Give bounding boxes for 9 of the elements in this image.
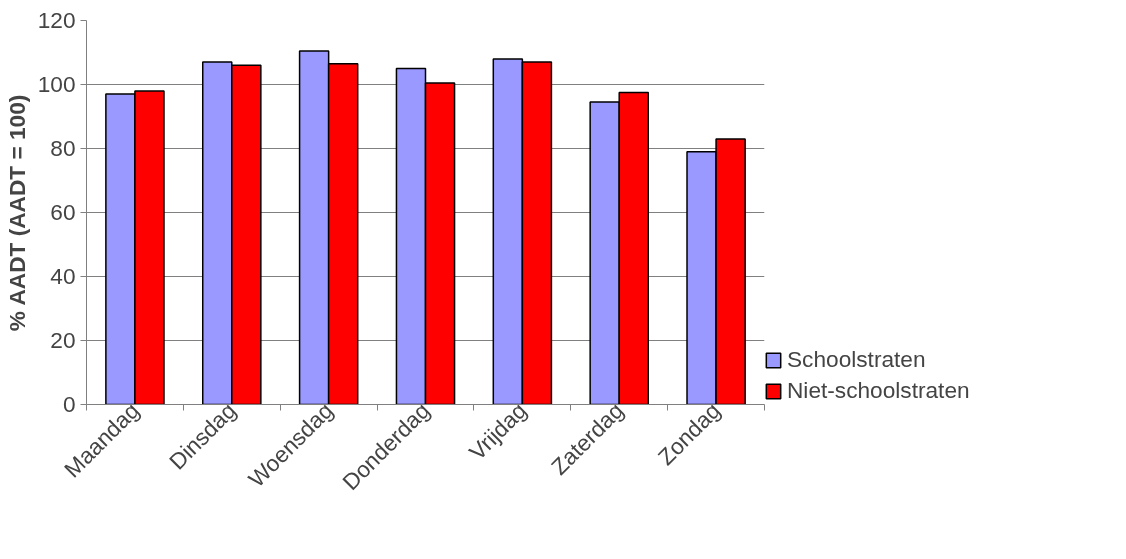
legend-label: Niet-schoolstraten: [787, 377, 970, 404]
y-axis-title: % AADT (AADT = 100): [3, 94, 30, 332]
y-tick-label: 120: [37, 7, 76, 33]
y-tick-label: 100: [37, 71, 76, 97]
legend-label: Schoolstraten: [787, 346, 926, 373]
y-tick-label: 80: [50, 135, 76, 161]
y-tick-label: 20: [50, 327, 76, 353]
y-tick-label: 60: [50, 199, 76, 225]
y-tick-label: 40: [50, 263, 76, 289]
